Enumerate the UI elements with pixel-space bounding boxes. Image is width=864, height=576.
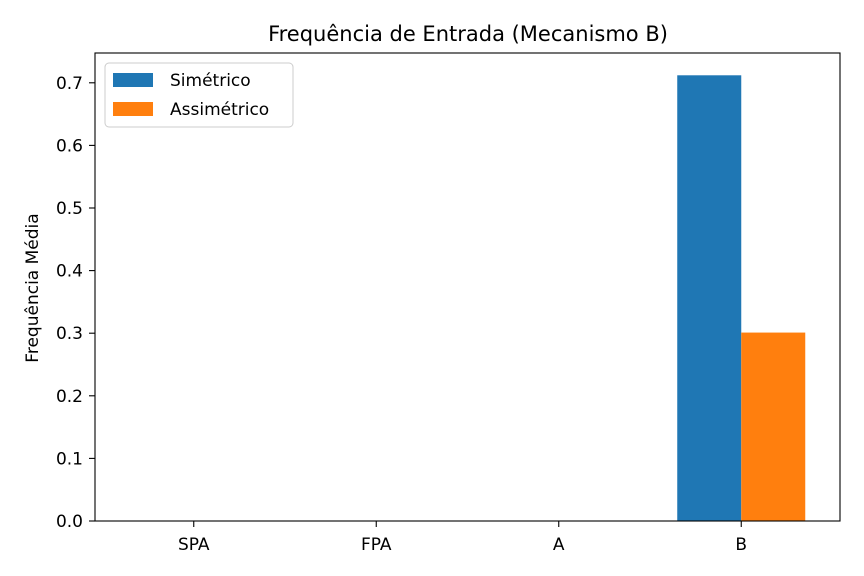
legend-label: Simétrico (170, 71, 251, 91)
y-axis-title: Frequência Média (23, 213, 43, 362)
y-tick-label: 0.7 (56, 74, 83, 94)
legend-swatch (113, 102, 153, 116)
x-tick-label: SPA (178, 535, 210, 555)
x-tick-label: FPA (361, 535, 392, 555)
x-tick-label: B (735, 535, 747, 555)
y-tick-label: 0.4 (56, 262, 83, 282)
chart-title: Frequência de Entrada (Mecanismo B) (268, 22, 668, 46)
legend-label: Assimétrico (170, 100, 269, 120)
y-tick-label: 0.2 (56, 387, 83, 407)
y-tick-label: 0.1 (56, 449, 83, 469)
y-tick-label: 0.6 (56, 136, 83, 156)
y-tick-label: 0.5 (56, 199, 83, 219)
bar-b-series-2 (741, 333, 805, 521)
y-tick-label: 0.3 (56, 324, 83, 344)
legend-swatch (113, 73, 153, 87)
y-tick-label: 0.0 (56, 512, 83, 532)
x-tick-label: A (553, 535, 565, 555)
bar-b-series-1 (677, 75, 741, 521)
legend: Simétrico Assimétrico (105, 63, 293, 127)
bars-layer (677, 75, 805, 521)
